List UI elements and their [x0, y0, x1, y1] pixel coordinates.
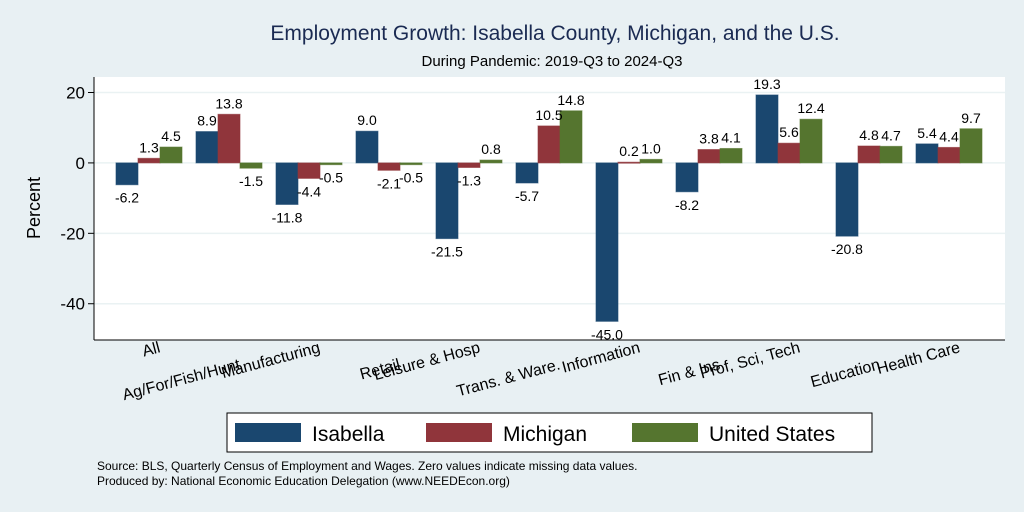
- legend: Isabella Michigan United States: [226, 412, 873, 453]
- data-label: 10.5: [535, 107, 562, 123]
- bar-isabella-10: [915, 143, 939, 164]
- data-label: -11.8: [272, 209, 303, 225]
- data-label: 5.6: [779, 124, 799, 140]
- bar-isabella-2: [275, 162, 299, 205]
- data-label: 3.8: [699, 131, 719, 147]
- data-label: 13.8: [215, 95, 242, 111]
- data-label: 8.9: [197, 113, 217, 129]
- data-label: 4.4: [939, 128, 959, 144]
- legend-box: [226, 412, 873, 453]
- data-label: 9.0: [357, 112, 377, 128]
- data-labels: -6.2 8.9 -11.8 9.0 -21.5 -5.7 -45.0 -8.2 19.3 -20…: [115, 76, 981, 342]
- data-label: -21.5: [431, 244, 463, 260]
- category-label: All: [140, 339, 162, 360]
- data-label: -0.5: [319, 170, 343, 186]
- bar-isabella-9: [835, 162, 859, 237]
- bar-united-states-10: [959, 128, 983, 164]
- data-label: 4.5: [161, 128, 181, 144]
- data-label: 4.1: [721, 129, 741, 145]
- bar-united-states-9: [879, 145, 903, 164]
- bar-isabella-8: [755, 94, 779, 164]
- produced-by-note: Produced by: National Economic Education…: [97, 474, 510, 488]
- bar-united-states-7: [719, 147, 743, 164]
- data-label: 4.7: [881, 127, 901, 143]
- data-label: 12.4: [797, 100, 824, 116]
- bars: [115, 94, 983, 322]
- legend-label: United States: [709, 423, 835, 446]
- data-label: 14.8: [557, 92, 584, 108]
- bar-isabella-5: [515, 162, 539, 184]
- bar-united-states-1: [239, 162, 263, 169]
- data-label: -2.1: [377, 175, 401, 191]
- data-label: 1.3: [139, 139, 159, 155]
- bar-united-states-5: [559, 110, 583, 164]
- bar-michigan-9: [857, 145, 881, 164]
- bar-isabella-4: [435, 162, 459, 240]
- bar-michigan-0: [137, 157, 161, 164]
- bar-michigan-8: [777, 142, 801, 164]
- bar-isabella-7: [675, 162, 699, 193]
- bar-isabella-1: [195, 131, 219, 164]
- bar-united-states-6: [639, 158, 663, 164]
- data-label: -1.3: [457, 172, 481, 188]
- bar-michigan-7: [697, 149, 721, 164]
- bar-michigan-5: [537, 125, 561, 164]
- y-tick-label: -20: [60, 224, 85, 243]
- bar-isabella-3: [355, 130, 379, 164]
- y-axis-label: Percent: [24, 177, 44, 239]
- y-ticks: 20 0 -20 -40: [60, 83, 94, 314]
- data-label: -5.7: [515, 188, 539, 204]
- bar-united-states-3: [399, 162, 423, 166]
- data-label: 0.8: [481, 141, 501, 157]
- data-label: -1.5: [239, 173, 263, 189]
- data-label: 19.3: [753, 76, 780, 92]
- bar-michigan-2: [297, 162, 321, 179]
- data-label: 1.0: [641, 140, 661, 156]
- chart-subtitle: During Pandemic: 2019-Q3 to 2024-Q3: [422, 53, 683, 70]
- legend-label: Michigan: [503, 423, 587, 446]
- bar-michigan-6: [617, 161, 641, 164]
- bar-michigan-3: [377, 162, 401, 171]
- bar-michigan-10: [937, 146, 961, 164]
- data-label: -8.2: [675, 197, 699, 213]
- legend-swatch-0: [235, 423, 301, 442]
- legend-label: Isabella: [312, 423, 385, 446]
- bar-united-states-2: [319, 162, 343, 166]
- data-label: -45.0: [591, 326, 623, 342]
- bar-united-states-4: [479, 159, 503, 164]
- y-tick-label: 20: [66, 83, 85, 102]
- data-label: -4.4: [297, 183, 321, 199]
- chart-title: Employment Growth: Isabella County, Mich…: [270, 22, 839, 45]
- data-label: 0.2: [619, 143, 639, 159]
- bar-michigan-4: [457, 162, 481, 168]
- legend-swatch-1: [426, 423, 492, 442]
- source-note: Source: BLS, Quarterly Census of Employm…: [97, 459, 637, 473]
- data-label: -20.8: [831, 241, 863, 257]
- bar-michigan-1: [217, 113, 241, 164]
- legend-swatch-2: [632, 423, 698, 442]
- data-label: 5.4: [917, 125, 937, 141]
- data-label: 9.7: [961, 110, 981, 126]
- bar-isabella-6: [595, 162, 619, 322]
- y-tick-label: -40: [60, 295, 85, 314]
- y-tick-label: 0: [76, 154, 85, 173]
- bar-united-states-0: [159, 146, 183, 164]
- data-label: -0.5: [399, 170, 423, 186]
- data-label: -6.2: [115, 190, 139, 206]
- data-label: 4.8: [859, 127, 879, 143]
- bar-united-states-8: [799, 118, 823, 164]
- bar-isabella-0: [115, 162, 139, 186]
